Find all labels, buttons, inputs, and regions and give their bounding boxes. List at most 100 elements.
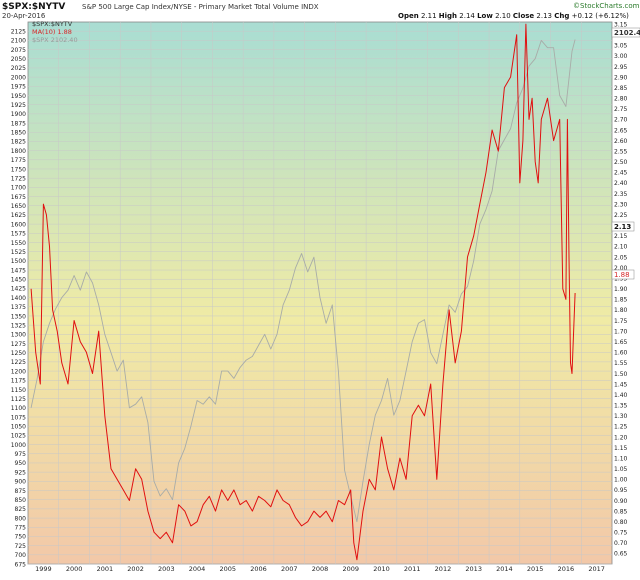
close-value: 2.13 (536, 12, 552, 20)
left-tick-label: 1875 (11, 120, 26, 127)
right-tick-label: 2.15 (614, 233, 628, 240)
x-tick-label: 2002 (127, 565, 144, 573)
legend-item-ma: MA(10) 1.88 (32, 28, 72, 36)
left-tick-label: 1775 (11, 157, 26, 164)
right-tick-label: 2.65 (614, 127, 628, 134)
left-tick-label: 975 (15, 451, 27, 458)
svg-text:2102.40: 2102.40 (614, 29, 640, 37)
left-tick-label: 725 (15, 543, 27, 550)
right-tick-label: 0.95 (614, 487, 628, 494)
low-value: 2.10 (495, 12, 511, 20)
right-tick-label: 1.60 (614, 350, 628, 357)
left-tick-label: 1950 (11, 93, 26, 100)
x-tick-label: 2012 (435, 565, 452, 573)
x-tick-label: 2006 (250, 565, 267, 573)
left-tick-label: 1125 (11, 396, 26, 403)
plot-background (27, 21, 613, 565)
x-tick-label: 1999 (35, 565, 52, 573)
legend-item-ratio: $SPX:$NYTV (32, 20, 73, 28)
right-tick-label: 2.00 (614, 265, 628, 272)
x-tick-label: 2017 (588, 565, 605, 573)
ma10-ratio-line (30, 23, 576, 561)
x-tick-label: 2014 (496, 565, 513, 573)
left-tick-label: 1825 (11, 139, 26, 146)
left-tick-label: 1075 (11, 414, 26, 421)
right-tick-label: 1.65 (614, 339, 628, 346)
right-tick-label: 2.25 (614, 212, 628, 219)
left-tick-label: 1575 (11, 231, 26, 238)
left-tick-label: 800 (15, 515, 27, 522)
left-tick-label: 2000 (11, 74, 26, 81)
right-tick-label: 0.70 (614, 540, 628, 547)
x-axis-tick-labels: 1999 2000 2001 2002 2003 2004 2005 2006 2007 2008… (35, 565, 605, 573)
chart-title: $SPX:$NYTV (2, 2, 65, 12)
left-tick-label: 1525 (11, 249, 26, 256)
left-tick-label: 1450 (11, 277, 26, 284)
right-tick-label: 2.55 (614, 148, 628, 155)
left-tick-label: 775 (15, 525, 27, 532)
right-tick-label: 1.00 (614, 477, 628, 484)
legend-item-spx: $SPX 2102.40 (32, 36, 78, 44)
open-value: 2.11 (421, 12, 437, 20)
left-tick-label: 1700 (11, 185, 26, 192)
right-tick-label: 1.15 (614, 445, 628, 452)
x-tick-label: 2005 (220, 565, 237, 573)
right-tick-label: 2.45 (614, 170, 628, 177)
x-tick-label: 2010 (373, 565, 390, 573)
spx-value-badge: 2102.40 (611, 27, 640, 38)
right-tick-label: 1.05 (614, 466, 628, 473)
x-tick-label: 2013 (465, 565, 482, 573)
left-tick-label: 1375 (11, 304, 26, 311)
x-tick-label: 2007 (281, 565, 298, 573)
right-tick-label: 3.00 (614, 53, 628, 60)
right-tick-label: 2.95 (614, 64, 628, 71)
x-tick-label: 2008 (312, 565, 329, 573)
left-tick-label: 1175 (11, 378, 26, 385)
brand-label: ©StockCharts.com (573, 2, 640, 10)
left-tick-label: 2025 (11, 65, 26, 72)
right-tick-label: 1.30 (614, 413, 628, 420)
right-tick-label: 0.65 (614, 551, 628, 558)
right-tick-label: 2.40 (614, 180, 628, 187)
right-tick-label: 3.05 (614, 43, 628, 50)
left-tick-label: 1150 (11, 387, 26, 394)
left-tick-label: 2125 (11, 28, 26, 35)
right-tick-label: 1.90 (614, 286, 628, 293)
open-label: Open (398, 12, 419, 20)
left-tick-label: 1500 (11, 258, 26, 265)
left-tick-label: 1300 (11, 332, 26, 339)
x-tick-label: 2004 (189, 565, 206, 573)
right-tick-label: 1.40 (614, 392, 628, 399)
x-tick-label: 2003 (158, 565, 175, 573)
left-tick-label: 825 (15, 506, 27, 513)
right-tick-label: 2.10 (614, 244, 628, 251)
left-tick-label: 750 (15, 534, 27, 541)
right-tick-label: 0.90 (614, 498, 628, 505)
left-tick-label: 1650 (11, 203, 26, 210)
x-tick-label: 2000 (66, 565, 83, 573)
left-tick-label: 1900 (11, 111, 26, 118)
x-tick-label: 2009 (342, 565, 359, 573)
chart-date: 20-Apr-2016 (2, 12, 46, 20)
left-tick-label: 1350 (11, 313, 26, 320)
x-tick-label: 2016 (558, 565, 575, 573)
left-tick-label: 1625 (11, 212, 26, 219)
left-tick-label: 850 (15, 497, 27, 504)
right-tick-label: 1.10 (614, 455, 628, 462)
ma-value-badge: 1.88 (611, 269, 635, 280)
left-tick-label: 925 (15, 469, 27, 476)
right-tick-label: 0.85 (614, 508, 628, 515)
left-tick-label: 1725 (11, 175, 26, 182)
right-tick-label: 2.60 (614, 138, 628, 145)
right-tick-label: 2.85 (614, 85, 628, 92)
right-tick-label: 1.75 (614, 318, 628, 325)
left-tick-label: 2050 (11, 56, 26, 63)
left-tick-label: 1675 (11, 194, 26, 201)
left-tick-label: 1250 (11, 350, 26, 357)
high-value: 2.14 (459, 12, 475, 20)
right-tick-label: 1.20 (614, 434, 628, 441)
left-tick-label: 1600 (11, 221, 26, 228)
right-tick-label: 2.05 (614, 254, 628, 261)
left-tick-label: 1475 (11, 267, 26, 274)
